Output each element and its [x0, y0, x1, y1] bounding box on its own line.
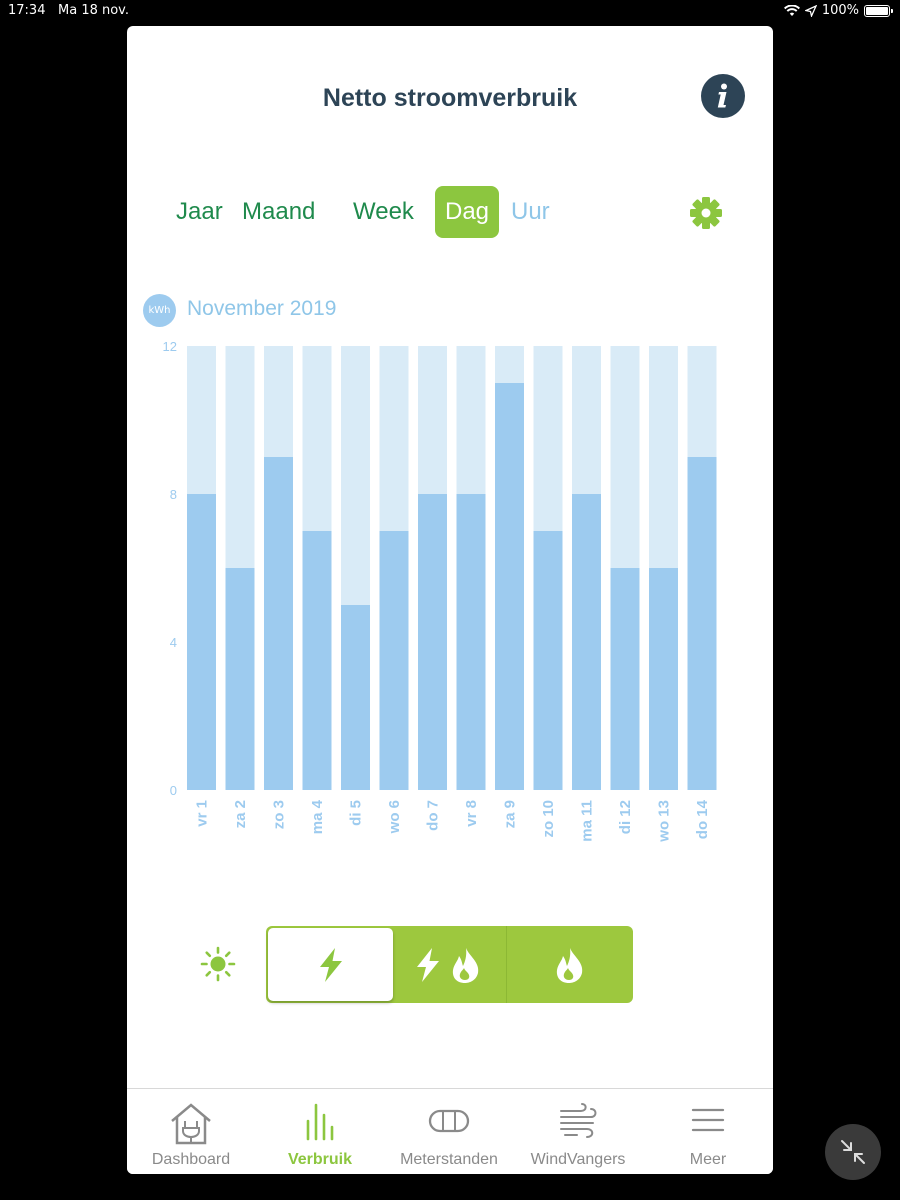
bar-za-2[interactable] [225, 568, 255, 790]
battery-icon [864, 4, 893, 17]
sun-icon[interactable] [200, 946, 236, 982]
tab-maand[interactable]: Maand [242, 198, 316, 225]
tab-week[interactable]: Week [353, 198, 414, 225]
meter-icon [428, 1109, 470, 1133]
toggle-gas[interactable] [506, 926, 633, 1003]
usage-bar-chart: 0 4 8 12 vr 1 za 2 zo 3 ma 4 di 5 wo 6 do 7 vr 8 za … [163, 339, 717, 843]
x-tick-label: zo 3 [271, 800, 288, 829]
unit-badge: kWh [143, 294, 176, 327]
main-card: Netto stroomverbruik Jaar Maand Week Dag… [127, 26, 773, 1174]
x-tick-label: do 14 [694, 799, 711, 839]
y-tick-label: 0 [170, 783, 177, 798]
tabbar-windvangers[interactable]: WindVangers [513, 1089, 643, 1174]
x-tick-label: vr 1 [194, 800, 211, 827]
tabbar-label: Dashboard [151, 1151, 231, 1168]
x-tick-label: zo 10 [540, 800, 557, 838]
x-tick-label: ma 4 [309, 799, 326, 834]
status-date: Ma 18 nov. [58, 3, 129, 18]
tabbar-verbruik[interactable]: Verbruik [255, 1089, 385, 1174]
bar-wo-13[interactable] [649, 568, 678, 790]
y-tick-label: 4 [170, 635, 177, 650]
bar-di-12[interactable] [610, 568, 640, 790]
status-right: 100% [783, 3, 893, 18]
x-tick-label: ma 11 [579, 800, 596, 842]
collapse-arrows-icon [841, 1140, 865, 1164]
bar-ma-4[interactable] [302, 531, 332, 790]
collapse-button[interactable] [825, 1124, 881, 1180]
status-time: 17:34 [8, 3, 46, 18]
period-tabs: Jaar Maand Week Dag Uur [127, 186, 773, 238]
bar-ma-11[interactable] [572, 494, 601, 790]
tab-jaar[interactable]: Jaar [176, 198, 223, 225]
y-tick-label: 12 [163, 339, 177, 354]
bar-zo-10[interactable] [533, 531, 563, 790]
tab-dag[interactable]: Dag [435, 186, 499, 238]
x-tick-label: wo 13 [656, 800, 673, 843]
tabbar-label: Meer [689, 1151, 727, 1168]
menu-icon [691, 1108, 725, 1132]
x-tick-label: wo 6 [386, 800, 403, 834]
x-tick-label: za 2 [232, 800, 249, 828]
x-tick-label: do 7 [425, 800, 442, 831]
y-tick-label: 8 [170, 487, 177, 502]
info-button[interactable] [701, 74, 745, 118]
electricity-gas-icon [417, 947, 479, 983]
bottom-tab-bar: Dashboard Verbruik Meterstanden [127, 1088, 773, 1174]
tabbar-meer[interactable]: Meer [643, 1089, 773, 1174]
gear-icon[interactable] [689, 196, 723, 230]
bar-do-7[interactable] [418, 494, 447, 790]
tabbar-dashboard[interactable]: Dashboard [127, 1089, 255, 1174]
bar-za-9[interactable] [495, 383, 524, 790]
tab-uur[interactable]: Uur [511, 198, 550, 225]
bar-di-5[interactable] [341, 605, 370, 790]
tabbar-label: WindVangers [530, 1151, 626, 1168]
page-title: Netto stroomverbruik [322, 84, 578, 112]
bar-do-14[interactable] [687, 457, 717, 790]
battery-percent: 100% [821, 3, 859, 18]
electricity-icon [319, 947, 342, 982]
tabbar-meterstanden[interactable]: Meterstanden [385, 1089, 513, 1174]
tabbar-label: Meterstanden [400, 1151, 498, 1168]
gas-icon [556, 947, 583, 983]
x-tick-label: vr 8 [463, 800, 480, 827]
wifi-icon [783, 4, 800, 16]
x-tick-label: di 5 [348, 800, 365, 826]
x-tick-label: di 12 [617, 800, 634, 834]
bar-vr-8[interactable] [456, 494, 486, 790]
location-icon [804, 4, 817, 17]
tabbar-label: Verbruik [287, 1151, 353, 1168]
toggle-electricity-gas[interactable] [394, 926, 506, 1003]
bar-wo-6[interactable] [379, 531, 409, 790]
energy-type-toggle [266, 926, 633, 1003]
wind-icon [560, 1103, 597, 1138]
x-tick-label: za 9 [502, 800, 519, 828]
status-bar: 17:34 Ma 18 nov. 100% [0, 0, 900, 24]
bar-zo-3[interactable] [264, 457, 293, 790]
info-icon [717, 83, 727, 108]
bar-vr-1[interactable] [187, 494, 216, 790]
chart-period: November 2019 [187, 297, 337, 320]
toggle-electricity[interactable] [268, 928, 393, 1001]
house-plug-icon [171, 1103, 211, 1145]
bars-icon [306, 1103, 334, 1141]
